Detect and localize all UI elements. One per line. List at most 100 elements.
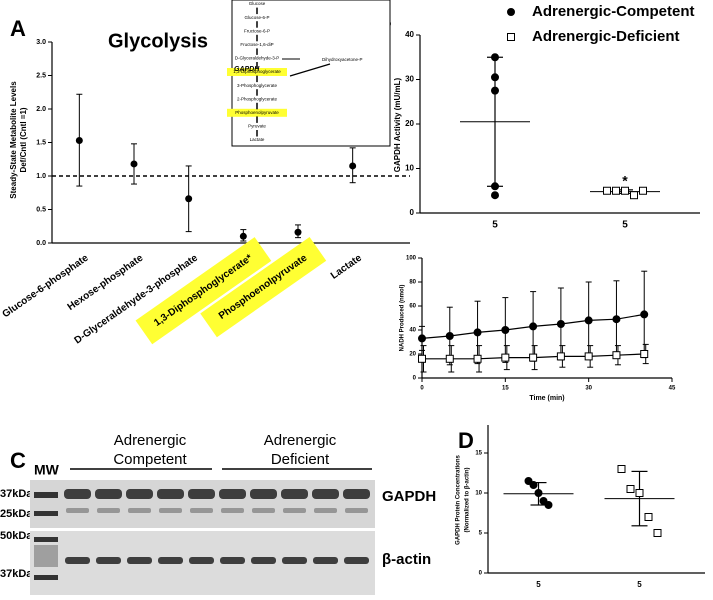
band (95, 489, 122, 499)
marker (612, 351, 621, 360)
mw-label: MW (34, 462, 60, 478)
pathway-arrow (289, 63, 331, 77)
y-axis-label: NADH Produced (nmol) (400, 285, 406, 352)
y-tick-label: 15 (475, 451, 482, 457)
legend-label: Adrenergic-Deficient (532, 28, 680, 45)
legend-label: Adrenergic-Competent (532, 3, 695, 20)
x-axis-label: Time (min) (529, 395, 564, 402)
y-tick-label: 40 (405, 30, 414, 39)
y-tick-label: 2.0 (36, 106, 46, 113)
y-tick-label: 1.5 (36, 139, 46, 146)
band (96, 557, 121, 564)
marker (644, 513, 653, 521)
pathway-step: Fructose-1,6-diP (240, 42, 273, 47)
y-axis-label: Def/Cntl (Cntl =1) (19, 107, 28, 172)
y-tick-label: 10 (475, 491, 482, 497)
y-tick-label: 0.0 (36, 240, 46, 247)
marker (584, 316, 593, 325)
y-axis-label: GAPDH Activity (mU/mL) (393, 77, 402, 172)
marker (612, 186, 620, 195)
band (343, 489, 370, 499)
band (65, 557, 90, 564)
marker (501, 353, 510, 362)
band (312, 489, 339, 499)
y-tick-label: 0 (410, 208, 415, 217)
y-tick-label: 0.5 (36, 206, 46, 213)
marker (529, 481, 538, 489)
panel-label: A (10, 16, 26, 41)
band (127, 557, 152, 564)
band (281, 489, 308, 499)
band (344, 557, 369, 564)
y-tick-label: 1.0 (36, 173, 46, 180)
pathway-step: Pyruvate (248, 124, 266, 129)
y-tick-label: 0 (479, 571, 483, 577)
enzyme-label: GAPDH (234, 66, 260, 73)
band (252, 508, 275, 513)
category-label-group: Glucose-6-phosphate (1, 252, 91, 320)
marker-label: 37kDa (0, 568, 33, 580)
marker-label: 25kDa (0, 508, 33, 520)
panel-label: C (10, 448, 26, 473)
band (190, 508, 213, 513)
marker (640, 310, 649, 319)
band (158, 557, 183, 564)
band (250, 489, 277, 499)
marker (130, 160, 138, 168)
y-tick-label: 20 (409, 352, 416, 358)
x-tick-label: Lactate (329, 252, 364, 281)
marker (294, 228, 302, 236)
marker (529, 322, 538, 331)
x-tick-label: 5 (492, 220, 498, 231)
band-label: β-actin (382, 551, 431, 568)
marker (418, 334, 426, 343)
x-tick-label: Glucose-6-phosphate (1, 252, 91, 320)
legend-marker (507, 33, 515, 41)
y-axis-label: Steady-State Metabolite Levels (9, 81, 18, 199)
band (314, 508, 337, 513)
marker (418, 354, 426, 363)
marker (612, 315, 621, 324)
marker-label: 37kDa (0, 488, 33, 500)
panel-label: D (458, 428, 474, 453)
band (34, 575, 58, 580)
x-tick-label: 5 (622, 220, 628, 231)
blot-upper (30, 480, 375, 528)
marker (239, 232, 247, 240)
marker (445, 332, 454, 340)
marker (534, 489, 543, 497)
highlight (200, 236, 327, 338)
band (282, 557, 307, 564)
band (251, 557, 276, 564)
band (64, 489, 91, 499)
marker (491, 73, 499, 82)
marker (556, 320, 565, 328)
pathway-step: Phosphoenolpyruvate (235, 110, 279, 115)
band (157, 489, 184, 499)
pathway-step: 3-Phosphoglycerate (237, 83, 278, 88)
y-tick-label: 2.5 (36, 72, 46, 79)
x-tick-label: 15 (502, 386, 509, 392)
band (34, 511, 58, 516)
x-tick-label: 0 (420, 386, 424, 392)
pathway-step: D-Glyceraldehyde-3-P (235, 56, 280, 61)
marker (501, 326, 510, 334)
marker (640, 350, 649, 358)
pathway-step: Glucose-6-P (244, 15, 269, 20)
y-tick-label: 20 (405, 119, 414, 128)
band (345, 508, 368, 513)
y-tick-label: 60 (409, 304, 416, 310)
marker-label: 50kDa (0, 530, 33, 542)
band (34, 537, 58, 542)
marker (635, 489, 644, 497)
band (219, 489, 246, 499)
marker (491, 53, 499, 62)
pathway-step: 1,3-Diphosphoglycerate (233, 69, 281, 74)
marker (544, 501, 553, 509)
marker (639, 186, 647, 195)
group-label: Deficient (271, 451, 330, 468)
band (126, 489, 153, 499)
y-tick-label: 5 (479, 531, 483, 537)
y-tick-label: 30 (405, 75, 414, 84)
